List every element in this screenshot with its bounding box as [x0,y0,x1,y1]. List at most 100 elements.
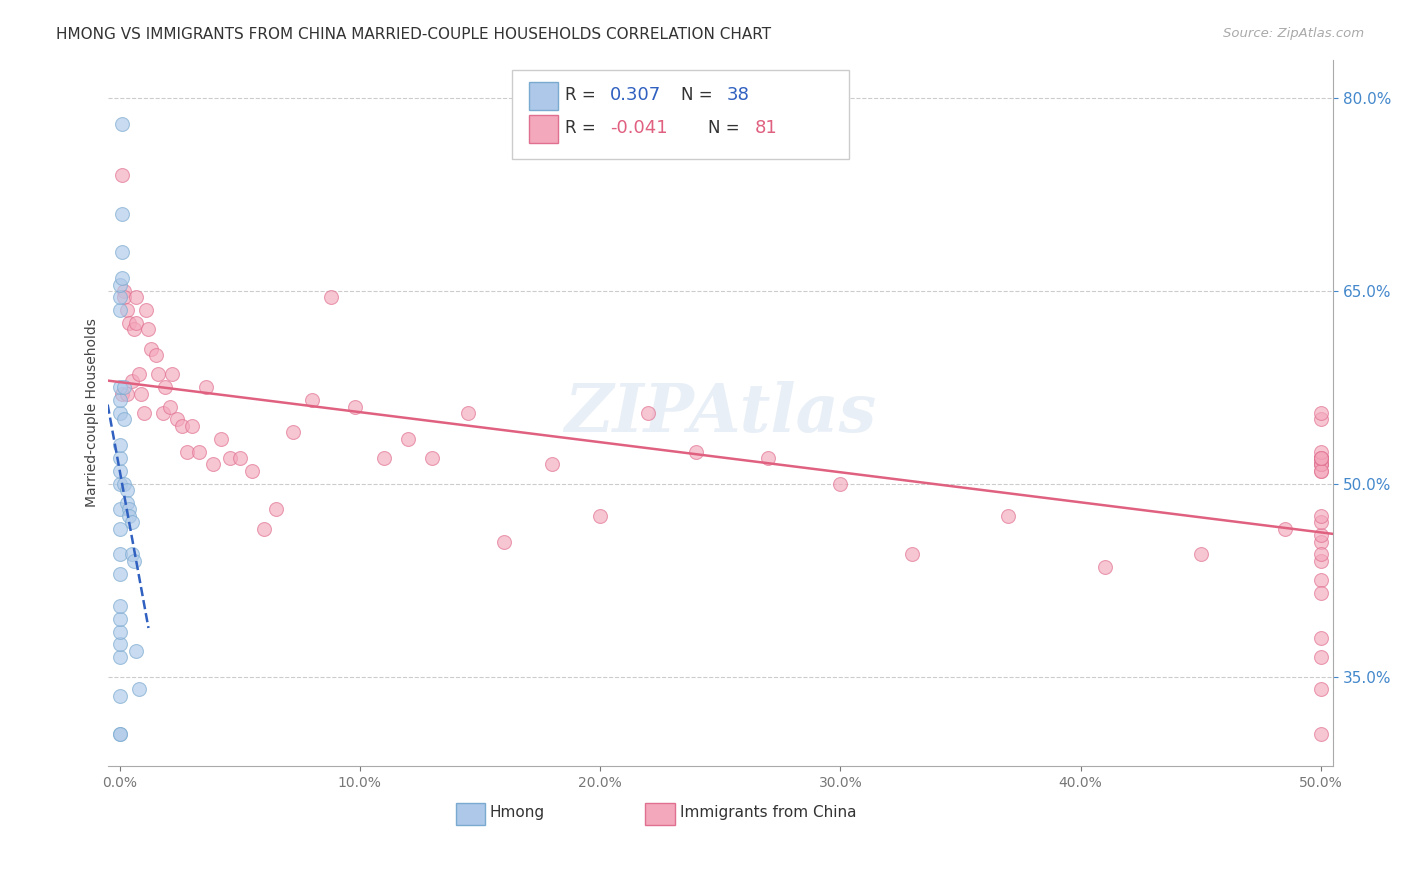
Point [125,290,148,304]
Text: 81: 81 [755,120,778,137]
Point [108,727,131,741]
Point [1309,458,1331,472]
Point [1309,548,1331,562]
Point [114,284,136,298]
Point [396,432,419,446]
FancyBboxPatch shape [529,115,558,143]
Point [589,508,612,523]
Point [1309,458,1331,472]
Point [1189,548,1212,562]
Point [128,368,150,382]
Point [1309,631,1331,645]
Point [121,548,143,562]
Point [108,566,131,581]
Point [159,400,181,414]
Point [1309,450,1331,465]
Point [108,689,131,703]
Point [114,290,136,304]
Point [1309,727,1331,741]
Point [125,644,148,658]
Point [1309,573,1331,587]
Point [114,412,136,426]
Point [1309,554,1331,568]
Point [229,450,252,465]
Point [176,444,198,458]
Point [122,554,145,568]
Point [1309,534,1331,549]
Point [155,380,177,394]
Point [685,444,707,458]
Point [541,458,564,472]
Point [240,464,263,478]
Point [830,476,852,491]
Point [1309,464,1331,478]
Point [146,368,169,382]
Point [1309,682,1331,697]
Point [457,406,479,420]
Text: HMONG VS IMMIGRANTS FROM CHINA MARRIED-COUPLE HOUSEHOLDS CORRELATION CHART: HMONG VS IMMIGRANTS FROM CHINA MARRIED-C… [56,27,772,42]
Point [111,117,134,131]
Point [108,290,131,304]
Point [1309,650,1331,665]
Point [1274,522,1296,536]
Point [108,502,131,516]
Text: ZIPAtlas: ZIPAtlas [564,381,876,445]
Point [172,418,194,433]
Point [118,508,141,523]
Text: -0.041: -0.041 [610,120,668,137]
Point [997,508,1019,523]
Point [1309,458,1331,472]
Point [373,450,395,465]
FancyBboxPatch shape [456,803,485,825]
Point [1309,444,1331,458]
Point [152,406,174,420]
Point [108,599,131,613]
Point [115,303,138,318]
Text: 38: 38 [727,86,749,104]
Point [118,316,141,330]
Point [108,637,131,651]
Point [1309,406,1331,420]
Point [111,207,134,221]
Point [108,727,131,741]
Point [125,316,148,330]
FancyBboxPatch shape [512,70,849,159]
Point [114,476,136,491]
Point [202,458,225,472]
Point [166,412,188,426]
Point [1309,450,1331,465]
Point [111,271,134,285]
Point [115,496,138,510]
Point [108,277,131,292]
Point [114,380,136,394]
Point [301,393,323,408]
Point [118,502,141,516]
Text: R =: R = [565,120,595,137]
Point [1309,464,1331,478]
Point [420,450,443,465]
FancyBboxPatch shape [645,803,675,825]
Point [115,386,138,401]
Point [108,624,131,639]
Point [108,450,131,465]
Point [138,322,160,336]
Point [1309,586,1331,600]
Text: 0.307: 0.307 [610,86,661,104]
Point [1309,508,1331,523]
Point [756,450,779,465]
Point [253,522,276,536]
Point [132,406,155,420]
Point [111,386,134,401]
Point [108,464,131,478]
FancyBboxPatch shape [529,81,558,110]
Point [129,386,152,401]
Point [264,502,287,516]
Point [108,522,131,536]
Point [319,290,342,304]
Point [162,368,184,382]
Point [121,516,143,530]
Point [1309,450,1331,465]
Point [209,432,232,446]
Point [139,342,162,356]
Point [108,380,131,394]
